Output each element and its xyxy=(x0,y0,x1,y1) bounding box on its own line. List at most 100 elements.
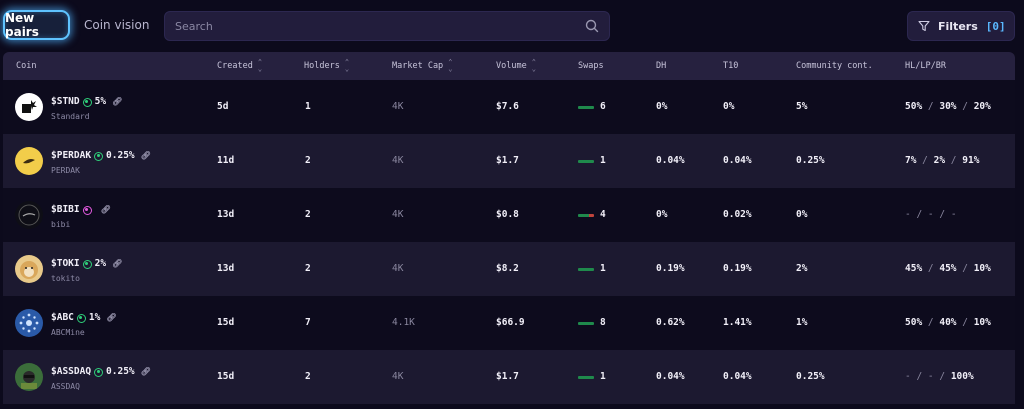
volume-value: $8.2 xyxy=(496,263,519,274)
dh-value: 0% xyxy=(656,209,668,220)
col-market-cap-label: Market Cap xyxy=(392,61,444,71)
table-row[interactable]: $TOKI 2% 🔗︎ tokito 13d 2 4K $8.2 1 0.19% 0.19% 2% 45… xyxy=(3,242,1015,296)
dh-value: 0% xyxy=(656,101,668,112)
coin-name: bibi xyxy=(51,220,71,229)
separator: / xyxy=(956,317,974,328)
col-swaps: Swaps xyxy=(578,61,604,71)
tab-coin-vision[interactable]: Coin vision xyxy=(84,18,150,32)
link-icon[interactable]: 🔗︎ xyxy=(112,97,123,106)
hl-value: 45% xyxy=(905,263,923,274)
holders-value: 1 xyxy=(305,101,311,112)
community-value: 0% xyxy=(796,209,808,220)
col-holders-label: Holders xyxy=(304,61,340,71)
br-value: 10% xyxy=(973,263,991,274)
sort-icon: ⌃ ⌄ xyxy=(448,57,453,73)
swaps-value: 8 xyxy=(600,317,606,328)
t10-value: 0.04% xyxy=(723,155,752,166)
table-row[interactable]: $ABC 1% 🔗︎ ABCMine 15d 7 4.1K $66.9 8 0.62% 1.41% 1… xyxy=(3,296,1015,350)
volume-value: $1.7 xyxy=(496,155,519,166)
market-cap-value: 4K xyxy=(392,209,404,220)
search-input[interactable] xyxy=(175,12,575,40)
hl-lp-br-value: 7% / 2% / 91% xyxy=(905,134,979,188)
holders-value: 2 xyxy=(305,371,311,382)
col-t10: T10 xyxy=(723,61,739,71)
link-icon[interactable]: 🔗︎ xyxy=(100,205,111,214)
lp-value: 45% xyxy=(939,263,957,274)
separator: / xyxy=(910,209,928,220)
table-row[interactable]: $BIBI 🔗︎ bibi 13d 2 4K $0.8 4 0% 0.02% 0% - / - / - xyxy=(3,188,1015,242)
table-row[interactable]: $PERDAK 0.25% 🔗︎ PERDAK 11d 2 4K $1.7 1 0.04% 0.04… xyxy=(3,134,1015,188)
coin-title: $TOKI 2% 🔗︎ xyxy=(51,257,122,271)
coin-symbol: $ASSDAQ xyxy=(51,366,92,377)
link-icon[interactable]: 🔗︎ xyxy=(140,367,151,376)
sort-icon: ⌃ ⌄ xyxy=(531,57,536,73)
coin-symbol: $TOKI xyxy=(51,258,80,269)
col-market-cap[interactable]: Market Cap ⌃ ⌄ xyxy=(392,52,452,80)
t10-value: 0.04% xyxy=(723,371,752,382)
hl-value: - xyxy=(905,371,911,382)
link-icon[interactable]: 🔗︎ xyxy=(106,313,117,322)
col-volume[interactable]: Volume ⌃ ⌄ xyxy=(496,52,536,80)
hl-lp-br-value: 50% / 30% / 20% xyxy=(905,80,991,134)
link-icon[interactable]: 🔗︎ xyxy=(140,151,151,160)
hl-lp-br-value: 45% / 45% / 10% xyxy=(905,242,991,296)
community-value: 1% xyxy=(796,317,808,328)
created-value: 15d xyxy=(217,317,235,328)
filter-funnel-icon xyxy=(918,20,930,32)
status-dot-icon xyxy=(94,151,104,161)
swap-ratio-bar xyxy=(578,160,594,163)
t10-value: 1.41% xyxy=(723,317,752,328)
swap-ratio-bar xyxy=(578,376,594,379)
coin-symbol: $PERDAK xyxy=(51,150,92,161)
swaps-value: 6 xyxy=(600,101,606,112)
br-value: - xyxy=(950,209,957,220)
dh-value: 0.04% xyxy=(656,155,685,166)
market-cap-value: 4K xyxy=(392,101,404,112)
holders-value: 7 xyxy=(305,317,311,328)
col-community: Community cont. xyxy=(796,61,873,71)
community-value: 0.25% xyxy=(796,371,825,382)
col-holders[interactable]: Holders ⌃ ⌄ xyxy=(304,52,349,80)
t10-value: 0.19% xyxy=(723,263,752,274)
status-dot-icon xyxy=(82,97,92,107)
col-created-label: Created xyxy=(217,61,253,71)
volume-value: $7.6 xyxy=(496,101,519,112)
separator: / xyxy=(922,101,940,112)
col-dh: DH xyxy=(656,61,667,71)
table-row[interactable]: $ASSDAQ 0.25% 🔗︎ ASSDAQ 15d 2 4K $1.7 1 0.04% 0.04… xyxy=(3,350,1015,404)
search-icon[interactable] xyxy=(585,19,599,33)
lp-value: 2% xyxy=(933,155,946,166)
swap-ratio-bar xyxy=(578,322,594,325)
created-value: 5d xyxy=(217,101,229,112)
hl-lp-br-value: 50% / 40% / 10% xyxy=(905,296,991,350)
market-cap-value: 4K xyxy=(392,263,404,274)
coin-title: $ABC 1% 🔗︎ xyxy=(51,311,117,325)
hl-lp-br-value: - / - / - xyxy=(905,188,957,242)
swaps-value: 4 xyxy=(600,209,606,220)
volume-value: $1.7 xyxy=(496,371,519,382)
holders-value: 2 xyxy=(305,263,311,274)
status-dot-icon xyxy=(82,205,92,215)
hl-value: - xyxy=(905,209,911,220)
swaps-value: 1 xyxy=(600,371,606,382)
br-value: 10% xyxy=(973,317,991,328)
swap-ratio-bar xyxy=(578,214,594,217)
market-cap-value: 4.1K xyxy=(392,317,415,328)
pairs-table: Coin Created ⌃ ⌄ Holders ⌃ ⌄ Market Cap ⌃ ⌄ Vo… xyxy=(3,52,1015,409)
tab-new-pairs[interactable]: New pairs xyxy=(3,10,70,40)
coin-name: ASSDAQ xyxy=(51,382,80,391)
dh-value: 0.19% xyxy=(656,263,685,274)
filters-button[interactable]: Filters [0] xyxy=(907,11,1015,41)
status-dot-icon xyxy=(94,367,104,377)
swaps-value: 1 xyxy=(600,263,606,274)
filters-count: [0] xyxy=(985,19,1006,33)
created-value: 13d xyxy=(217,209,235,220)
col-created[interactable]: Created ⌃ ⌄ xyxy=(217,52,262,80)
table-row[interactable]: $STND 5% 🔗︎ Standard 5d 1 4K $7.6 6 0% 0% 5% 50% / 3… xyxy=(3,80,1015,134)
link-icon[interactable]: 🔗︎ xyxy=(112,259,123,268)
doge-logo-icon xyxy=(15,255,43,283)
search-box xyxy=(164,11,610,41)
dh-value: 0.62% xyxy=(656,317,685,328)
coin-percent: 1% xyxy=(88,312,101,323)
br-value: 20% xyxy=(973,101,991,112)
